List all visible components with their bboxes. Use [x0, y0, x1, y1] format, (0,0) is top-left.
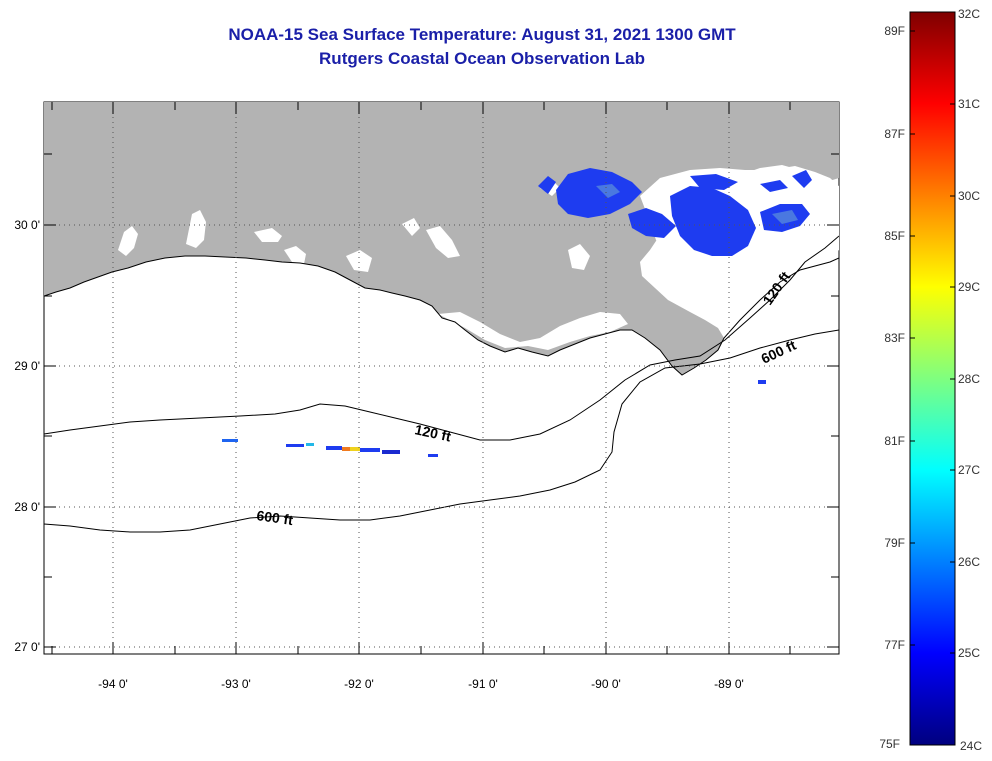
colorbar-gradient	[909, 11, 956, 746]
colorbar-celsius-label: 32C	[958, 7, 980, 21]
colorbar-celsius-label: 28C	[958, 372, 980, 386]
lon-label: -93 0'	[221, 677, 251, 691]
lat-label: 28 0'	[14, 500, 40, 514]
sst-offshore-streak	[222, 380, 766, 457]
colorbar-celsius-label: 26C	[958, 555, 980, 569]
sst-observations	[538, 168, 812, 256]
colorbar-celsius-label: 29C	[958, 280, 980, 294]
colorbar-celsius-label: 25C	[958, 646, 980, 660]
sst-observations-light	[596, 184, 798, 224]
contour-label: 120 ft	[413, 421, 452, 444]
axis-ticks	[44, 102, 839, 654]
colorbar-fahrenheit-label: 87F	[884, 127, 905, 141]
contour-label: 600 ft	[256, 507, 295, 528]
depth-contours	[44, 235, 839, 533]
colorbar-celsius-label: 27C	[958, 463, 980, 477]
graticule	[44, 102, 839, 654]
lat-label: 30 0'	[14, 218, 40, 232]
lon-label: -90 0'	[591, 677, 621, 691]
colorbar-fahrenheit-label: 85F	[884, 229, 905, 243]
colorbar-fahrenheit-label: 81F	[884, 434, 905, 448]
lon-label: -94 0'	[98, 677, 128, 691]
map-panel: 120 ft 600 ft 120 ft 600 ft	[14, 101, 840, 691]
colorbar-fahrenheit-label: 77F	[884, 638, 905, 652]
colorbar: 32C 31C 30C 29C 28C 27C 26C 25C 24C 89F …	[879, 7, 982, 753]
lat-label: 29 0'	[14, 359, 40, 373]
colorbar-fahrenheit-label: 89F	[884, 24, 905, 38]
coastline	[44, 255, 839, 376]
lon-label: -91 0'	[468, 677, 498, 691]
map-title: NOAA-15 Sea Surface Temperature: August …	[228, 25, 736, 44]
colorbar-celsius-label: 31C	[958, 97, 980, 111]
lon-label: -92 0'	[344, 677, 374, 691]
colorbar-fahrenheit-label: 83F	[884, 331, 905, 345]
colorbar-fahrenheit-label: 75F	[879, 737, 900, 751]
colorbar-celsius-label: 24C	[960, 739, 982, 753]
lat-label: 27 0'	[14, 640, 40, 654]
colorbar-celsius-label: 30C	[958, 189, 980, 203]
map-subtitle: Rutgers Coastal Ocean Observation Lab	[319, 49, 645, 68]
colorbar-fahrenheit-label: 79F	[884, 536, 905, 550]
lon-label: -89 0'	[714, 677, 744, 691]
